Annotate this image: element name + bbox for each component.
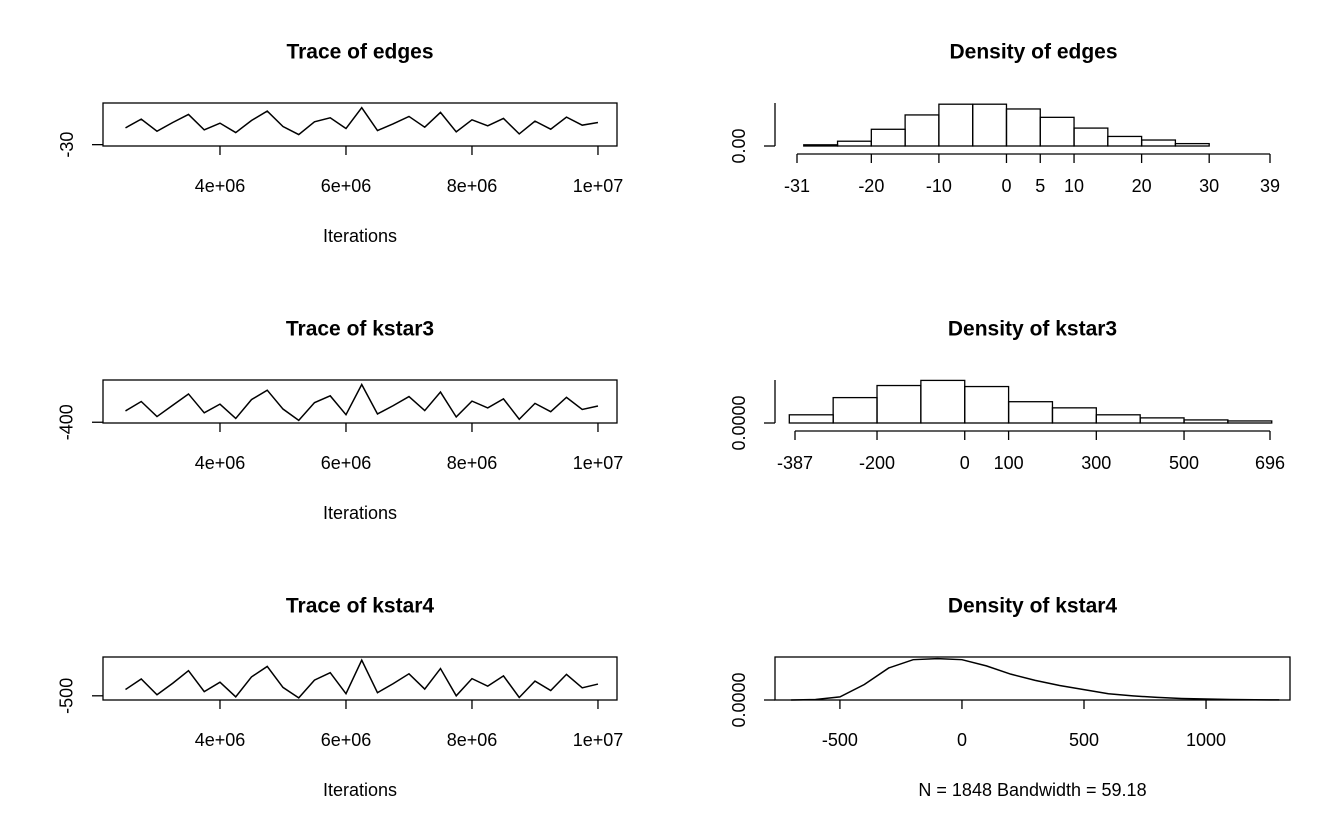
x-axis-label: N = 1848 Bandwidth = 59.18: [918, 780, 1146, 800]
histogram-bar: [964, 385, 1010, 424]
panel-title: Trace of kstar3: [286, 318, 434, 341]
histogram-bar: [1073, 127, 1109, 147]
x-tick-label: 300: [1081, 453, 1111, 473]
x-tick-label: 8e+06: [447, 730, 498, 750]
x-tick-label: 39: [1260, 176, 1280, 196]
histogram-bar: [1095, 414, 1141, 424]
y-tick-label: -400: [57, 404, 77, 440]
histogram-bar: [876, 384, 922, 424]
x-tick-label: -20: [858, 176, 884, 196]
histogram-bar: [972, 103, 1008, 147]
histogram-bar: [870, 128, 906, 147]
x-tick-label: 1e+07: [573, 176, 624, 196]
x-tick-label: 1e+07: [573, 453, 624, 473]
x-tick-label: 30: [1199, 176, 1219, 196]
x-tick-label: 10: [1064, 176, 1084, 196]
y-tick-label: -30: [57, 132, 77, 158]
x-tick-label: 4e+06: [195, 453, 246, 473]
trace-line: [791, 657, 1280, 701]
x-tick-label: 8e+06: [447, 176, 498, 196]
x-tick-label: 500: [1169, 453, 1199, 473]
histogram-bar: [1005, 108, 1041, 147]
panel-title: Density of kstar4: [948, 595, 1118, 618]
x-tick-label: 5: [1035, 176, 1045, 196]
x-axis-label: Iterations: [323, 503, 397, 523]
histogram-bar: [803, 144, 839, 147]
x-tick-label: 1000: [1186, 730, 1226, 750]
x-tick-label: 6e+06: [321, 453, 372, 473]
x-tick-label: -31: [784, 176, 810, 196]
x-tick-label: 4e+06: [195, 730, 246, 750]
histogram-bar: [1174, 142, 1210, 147]
histogram-bar: [1227, 420, 1273, 424]
histogram-bar: [1007, 401, 1054, 424]
plot-box: [774, 656, 1291, 701]
x-tick-label: 6e+06: [321, 176, 372, 196]
y-tick-label: -500: [57, 678, 77, 714]
histogram-bar: [938, 103, 974, 147]
x-tick-label: 8e+06: [447, 453, 498, 473]
x-axis-label: Iterations: [323, 226, 397, 246]
trace-line: [125, 658, 599, 699]
x-tick-label: -10: [926, 176, 952, 196]
plot-box: [102, 102, 618, 147]
x-tick-label: 500: [1069, 730, 1099, 750]
trace-line: [125, 106, 599, 136]
x-tick-label: 0: [957, 730, 967, 750]
panel-title: Trace of edges: [286, 41, 433, 64]
x-tick-label: 1e+07: [573, 730, 624, 750]
histogram-bar: [1139, 417, 1185, 424]
x-tick-label: 0: [960, 453, 970, 473]
x-tick-label: -200: [859, 453, 895, 473]
panel-title: Density of edges: [949, 41, 1117, 64]
x-tick-label: -387: [777, 453, 813, 473]
x-tick-label: 4e+06: [195, 176, 246, 196]
histogram-bar: [1107, 135, 1143, 147]
histogram-bar: [836, 140, 872, 147]
histogram-bar: [1183, 419, 1229, 424]
trace-line: [125, 382, 599, 422]
x-tick-label: -500: [822, 730, 858, 750]
histogram-bar: [788, 414, 834, 424]
x-tick-label: 6e+06: [321, 730, 372, 750]
x-tick-label: 0: [1001, 176, 1011, 196]
panel-title: Trace of kstar4: [286, 595, 435, 618]
y-tick-label: 0.00: [729, 128, 749, 163]
histogram-bar: [920, 379, 966, 424]
x-tick-label: 696: [1255, 453, 1285, 473]
plot-box: [102, 656, 618, 701]
y-tick-label: 0.0000: [729, 395, 749, 450]
plot-box: [102, 379, 618, 424]
histogram-bar: [832, 396, 878, 424]
panel-title: Density of kstar3: [948, 318, 1117, 341]
x-axis-label: Iterations: [323, 780, 397, 800]
histogram-bar: [1140, 139, 1177, 147]
histogram-bar: [1039, 116, 1075, 147]
y-tick-label: 0.0000: [729, 672, 749, 727]
x-tick-label: 20: [1132, 176, 1152, 196]
histogram-bar: [904, 114, 940, 147]
histogram-bar: [1051, 407, 1097, 424]
x-tick-label: 100: [994, 453, 1024, 473]
